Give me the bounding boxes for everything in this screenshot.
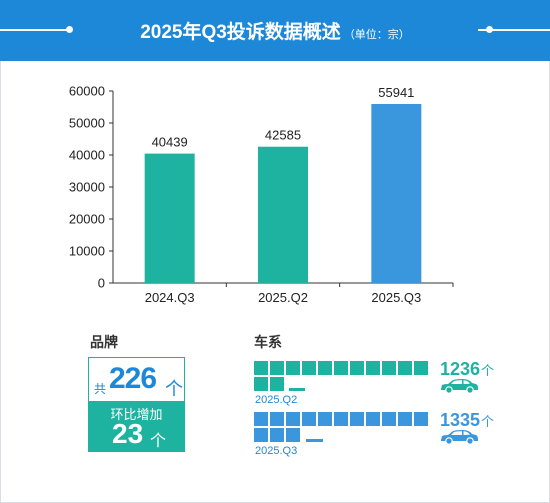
brand-total-box: 共 226 个 [88,357,185,403]
y-tick-label: 60000 [69,84,105,99]
series-count-value: 1335 [440,410,481,430]
car-icon [441,430,478,445]
unit-square [302,412,316,426]
unit-square [270,377,284,391]
y-tick-label: 20000 [69,212,105,227]
header-banner: 2025年Q3投诉数据概述 （单位：宗） [0,0,550,61]
brand-section-title: 品牌 [90,334,118,350]
brand-change-label: 环比增加 [110,407,163,422]
unit-square [366,361,380,375]
x-tick-label: 2024.Q3 [145,290,195,305]
unit-square [350,412,364,426]
unit-square [270,412,284,426]
title-unit: （单位：宗） [343,29,410,41]
series-row-label: 2025.Q2 [255,394,298,406]
unit-square [366,412,380,426]
series-count-unit: 个 [481,414,495,429]
brand-total-unit: 个 [165,379,183,399]
series-count-unit: 个 [481,363,495,378]
y-tick-label: 50000 [69,116,105,131]
y-tick-label: 10000 [69,244,105,259]
unit-square [398,361,412,375]
unit-square [334,361,348,375]
unit-square [318,361,332,375]
data-label: 42585 [265,128,301,143]
remainder-bar [289,388,305,391]
brand-card: 共 226 个 环比增加 23 个 [88,357,185,452]
unit-square [254,428,268,442]
unit-square [286,428,300,442]
page-title: 2025年Q3投诉数据概述 （单位：宗） [0,17,550,44]
unit-square [414,412,428,426]
series-section-title: 车系 [254,334,282,350]
bar [258,146,308,283]
x-tick-label: 2025.Q2 [258,290,308,305]
y-tick-label: 0 [98,276,105,291]
brand-total-prefix: 共 [94,382,107,396]
series-count-q2: 1236个 [440,359,494,380]
brand-change-value: 23 [112,418,144,449]
bar [371,103,422,283]
series-row-label: 2025.Q3 [255,445,298,457]
unit-square [254,412,268,426]
car-icon [441,379,478,394]
x-tick-label: 2025.Q3 [371,290,421,305]
data-label: 55941 [378,85,414,100]
unit-square [414,361,428,375]
unit-square [254,361,268,375]
unit-square [270,428,284,442]
unit-square [318,412,332,426]
series-count-q3: 1335个 [440,410,494,431]
unit-square [350,361,364,375]
unit-square [302,361,316,375]
unit-square [286,412,300,426]
bar-chart: 0 10000 20000 30000 40000 50000 60000 40439 2024… [69,84,454,305]
unit-square [398,412,412,426]
title-text: 2025年Q3投诉数据概述 [140,22,341,43]
brand-change-box: 环比增加 23 个 [88,401,185,452]
series-count-value: 1236 [440,359,481,379]
unit-square [270,361,284,375]
unit-square [382,361,396,375]
brand-change-unit: 个 [150,433,167,450]
y-tick-label: 40000 [69,148,105,163]
brand-total-value: 226 [109,362,157,395]
unit-square [382,412,396,426]
data-label: 40439 [152,135,188,150]
unit-square [334,412,348,426]
unit-square [286,361,300,375]
remainder-bar [306,439,323,442]
unit-square [254,377,268,391]
bar [144,153,195,283]
y-tick-label: 30000 [69,180,105,195]
